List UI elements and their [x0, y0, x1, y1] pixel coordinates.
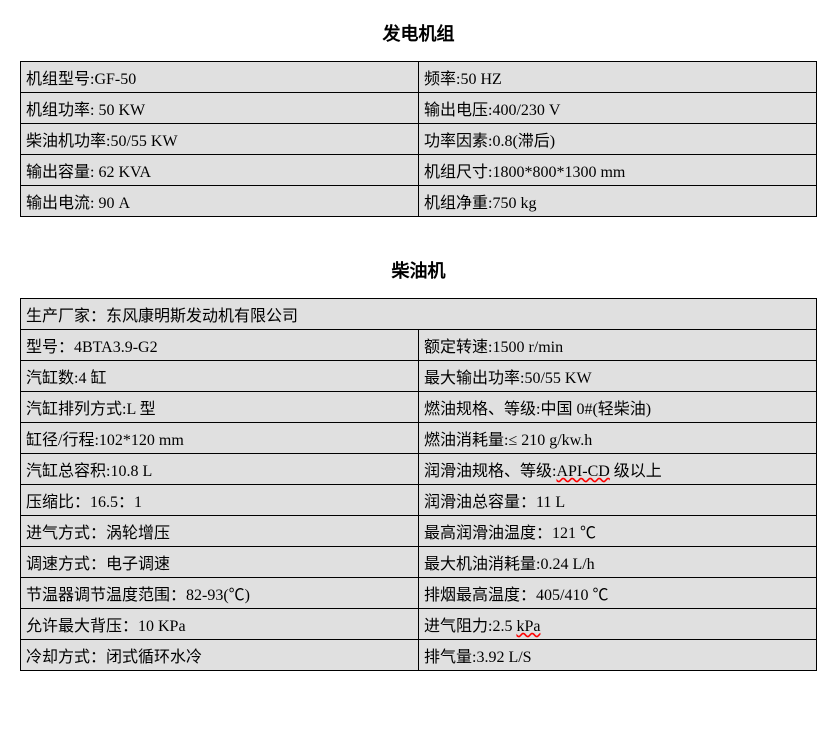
table-row: 进气方式：涡轮增压 最高润滑油温度：121 ℃ — [21, 516, 817, 547]
cell-text-underline: API-CD — [556, 463, 609, 480]
cell-text-suffix: 级以上 — [610, 463, 662, 480]
cell-right: 最大输出功率:50/55 KW — [419, 361, 817, 392]
generator-section: 发电机组 机组型号:GF-50 频率:50 HZ 机组功率: 50 KW 输出电… — [20, 20, 817, 217]
cell-right: 燃油消耗量:≤ 210 g/kw.h — [419, 423, 817, 454]
table-row: 机组功率: 50 KW 输出电压:400/230 V — [21, 93, 817, 124]
cell-left: 柴油机功率:50/55 KW — [21, 124, 419, 155]
generator-title: 发电机组 — [20, 20, 817, 46]
cell-right: 频率:50 HZ — [419, 62, 817, 93]
table-row: 节温器调节温度范围：82-93(℃) 排烟最高温度：405/410 ℃ — [21, 578, 817, 609]
table-row: 缸径/行程:102*120 mm 燃油消耗量:≤ 210 g/kw.h — [21, 423, 817, 454]
cell-left: 冷却方式：闭式循环水冷 — [21, 640, 419, 671]
cell-text-prefix: 润滑油规格、等级: — [424, 463, 556, 480]
cell-right: 进气阻力:2.5 kPa — [419, 609, 817, 640]
cell-left: 节温器调节温度范围：82-93(℃) — [21, 578, 419, 609]
cell-left: 型号：4BTA3.9-G2 — [21, 330, 419, 361]
cell-left: 允许最大背压：10 KPa — [21, 609, 419, 640]
table-row: 柴油机功率:50/55 KW 功率因素:0.8(滞后) — [21, 124, 817, 155]
cell-left: 压缩比：16.5：1 — [21, 485, 419, 516]
table-row: 压缩比：16.5：1 润滑油总容量：11 L — [21, 485, 817, 516]
cell-left: 汽缸排列方式:L 型 — [21, 392, 419, 423]
cell-right: 排烟最高温度：405/410 ℃ — [419, 578, 817, 609]
cell-left: 机组型号:GF-50 — [21, 62, 419, 93]
cell-left: 汽缸数:4 缸 — [21, 361, 419, 392]
table-row: 冷却方式：闭式循环水冷 排气量:3.92 L/S — [21, 640, 817, 671]
cell-right: 最高润滑油温度：121 ℃ — [419, 516, 817, 547]
cell-left: 输出容量: 62 KVA — [21, 155, 419, 186]
cell-left: 缸径/行程:102*120 mm — [21, 423, 419, 454]
cell-right: 润滑油规格、等级:API-CD 级以上 — [419, 454, 817, 485]
cell-right: 机组净重:750 kg — [419, 186, 817, 217]
table-row: 生产厂家：东风康明斯发动机有限公司 — [21, 299, 817, 330]
cell-right: 最大机油消耗量:0.24 L/h — [419, 547, 817, 578]
cell-right: 功率因素:0.8(滞后) — [419, 124, 817, 155]
table-row: 调速方式：电子调速 最大机油消耗量:0.24 L/h — [21, 547, 817, 578]
cell-left: 进气方式：涡轮增压 — [21, 516, 419, 547]
cell-left: 调速方式：电子调速 — [21, 547, 419, 578]
cell-header: 生产厂家：东风康明斯发动机有限公司 — [21, 299, 817, 330]
cell-text-underline: kPa — [516, 618, 540, 635]
cell-left: 输出电流: 90 A — [21, 186, 419, 217]
table-row: 汽缸数:4 缸 最大输出功率:50/55 KW — [21, 361, 817, 392]
cell-right: 排气量:3.92 L/S — [419, 640, 817, 671]
cell-left: 机组功率: 50 KW — [21, 93, 419, 124]
diesel-title: 柴油机 — [20, 257, 817, 283]
table-row: 输出容量: 62 KVA 机组尺寸:1800*800*1300 mm — [21, 155, 817, 186]
cell-left: 汽缸总容积:10.8 L — [21, 454, 419, 485]
cell-right: 输出电压:400/230 V — [419, 93, 817, 124]
table-row: 机组型号:GF-50 频率:50 HZ — [21, 62, 817, 93]
table-row: 汽缸排列方式:L 型 燃油规格、等级:中国 0#(轻柴油) — [21, 392, 817, 423]
cell-text-prefix: 进气阻力:2.5 — [424, 618, 516, 635]
cell-right: 机组尺寸:1800*800*1300 mm — [419, 155, 817, 186]
cell-right: 润滑油总容量：11 L — [419, 485, 817, 516]
table-row: 输出电流: 90 A 机组净重:750 kg — [21, 186, 817, 217]
diesel-table: 生产厂家：东风康明斯发动机有限公司 型号：4BTA3.9-G2 额定转速:150… — [20, 298, 817, 671]
table-row: 允许最大背压：10 KPa 进气阻力:2.5 kPa — [21, 609, 817, 640]
cell-right: 燃油规格、等级:中国 0#(轻柴油) — [419, 392, 817, 423]
table-row: 汽缸总容积:10.8 L 润滑油规格、等级:API-CD 级以上 — [21, 454, 817, 485]
generator-table: 机组型号:GF-50 频率:50 HZ 机组功率: 50 KW 输出电压:400… — [20, 61, 817, 217]
table-row: 型号：4BTA3.9-G2 额定转速:1500 r/min — [21, 330, 817, 361]
cell-right: 额定转速:1500 r/min — [419, 330, 817, 361]
diesel-section: 柴油机 生产厂家：东风康明斯发动机有限公司 型号：4BTA3.9-G2 额定转速… — [20, 257, 817, 671]
